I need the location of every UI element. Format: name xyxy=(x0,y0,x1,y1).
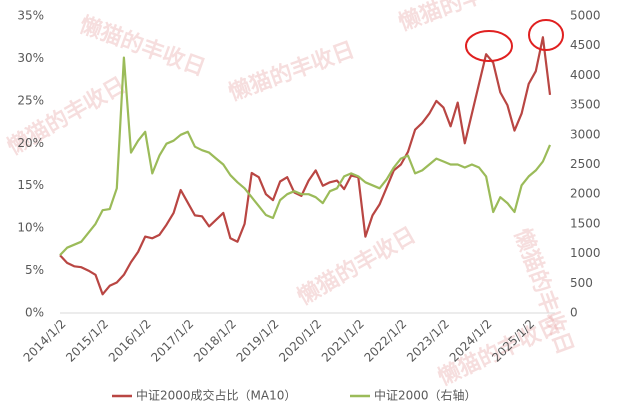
series-line xyxy=(59,56,552,256)
x-tick-label: 2014/1/2 xyxy=(21,317,69,365)
y-tick-label: 25% xyxy=(17,93,44,107)
watermark: 懒猫的丰收日 xyxy=(395,0,528,36)
y-tick-label: 5% xyxy=(25,263,44,277)
legend-label: 中证2000（右轴） xyxy=(374,388,477,403)
x-tick-label: 2022/1/2 xyxy=(361,317,409,365)
y2-tick-label: 3500 xyxy=(570,98,601,112)
watermark: 懒猫的丰收日 xyxy=(293,222,420,311)
y-tick-label: 10% xyxy=(17,221,44,235)
y-tick-label: 35% xyxy=(17,9,44,23)
y2-tick-label: 2000 xyxy=(570,187,601,201)
x-tick-label: 2015/1/2 xyxy=(63,317,111,365)
y-tick-label: 0% xyxy=(25,306,44,320)
watermark: 懒猫的丰收日 xyxy=(225,37,358,107)
y-tick-label: 20% xyxy=(17,136,44,150)
x-tick-label: 2017/1/2 xyxy=(148,317,196,365)
y2-tick-label: 3000 xyxy=(570,127,601,141)
y2-tick-label: 1000 xyxy=(570,246,601,260)
y-tick-label: 15% xyxy=(17,178,44,192)
watermark: 懒猫的丰收日 xyxy=(76,12,209,82)
y2-tick-label: 2500 xyxy=(570,157,601,171)
y2-tick-label: 500 xyxy=(570,276,593,290)
x-tick-label: 2019/1/2 xyxy=(234,317,282,365)
y2-tick-label: 4500 xyxy=(570,38,601,52)
x-tick-label: 2021/1/2 xyxy=(319,317,367,365)
highlight-circle xyxy=(465,30,513,62)
x-tick-label: 2016/1/2 xyxy=(106,317,154,365)
x-tick-label: 2020/1/2 xyxy=(276,317,324,365)
y2-tick-label: 1500 xyxy=(570,216,601,230)
y2-tick-label: 4000 xyxy=(570,68,601,82)
y-tick-label: 30% xyxy=(17,51,44,65)
legend-label: 中证2000成交占比（MA10） xyxy=(136,388,296,403)
y2-tick-label: 5000 xyxy=(570,9,601,23)
series-line xyxy=(59,36,552,296)
highlight-circle xyxy=(528,19,564,51)
x-tick-label: 2023/1/2 xyxy=(404,317,452,365)
x-tick-label: 2018/1/2 xyxy=(191,317,239,365)
y2-tick-label: 0 xyxy=(570,306,578,320)
